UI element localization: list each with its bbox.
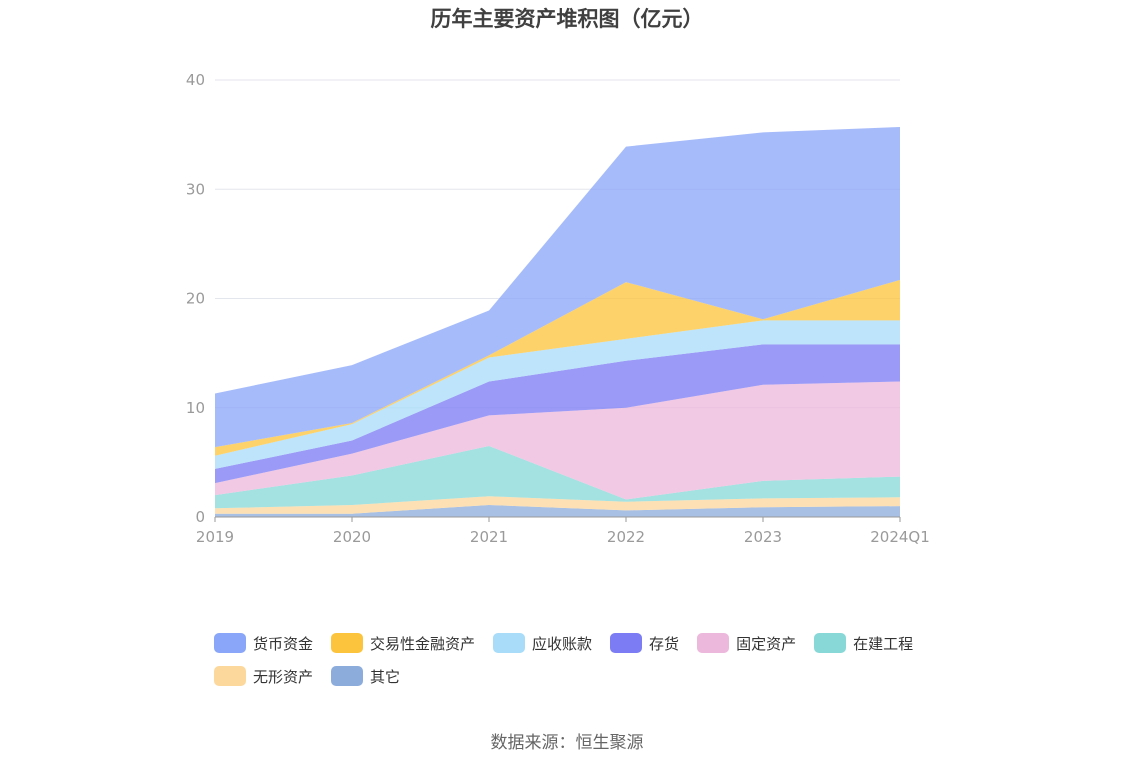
legend-item-7[interactable]: 其它 [331,665,400,687]
legend-item-1[interactable]: 交易性金融资产 [331,632,475,654]
area-series-0 [215,127,900,448]
y-tick-label: 30 [186,180,205,198]
y-tick-label: 40 [186,71,205,89]
legend-label: 交易性金融资产 [370,634,476,653]
area-series-6 [215,496,900,514]
legend-swatch [814,633,847,653]
legend-label: 货币资金 [253,634,314,653]
legend-label: 固定资产 [736,634,797,653]
x-axis: 2019 2020 2021 2022 2023 2024Q1 [196,516,930,546]
area-series-5 [215,446,900,509]
x-tick-label: 2021 [470,528,508,546]
legend-label: 应收账款 [532,634,593,653]
legend-label: 其它 [370,667,401,686]
legend-label: 无形资产 [253,667,314,686]
legend: 货币资金 交易性金融资产 应收账款 存货 固定资产 在建工程无形资产 其它 [214,632,954,698]
area-series-1 [215,279,900,456]
legend-item-2[interactable]: 应收账款 [493,632,592,654]
legend-item-3[interactable]: 存货 [610,632,679,654]
data-source-note: 数据来源：恒生聚源 [490,733,644,753]
plot-areas [215,127,900,517]
legend-swatch [214,666,246,686]
legend-swatch [697,633,730,653]
area-series-7 [215,505,900,517]
legend-swatch [610,633,643,653]
legend-swatch [331,633,364,653]
legend-swatch [214,633,246,653]
legend-item-5[interactable]: 在建工程 [814,632,913,654]
legend-item-0[interactable]: 货币资金 [214,632,313,654]
x-tick-label: 2019 [196,528,234,546]
y-tick-label: 0 [195,508,205,526]
y-tick-label: 20 [186,290,205,308]
x-tick-label: 2020 [333,528,371,546]
x-tick-label: 2024Q1 [870,528,930,546]
legend-label: 存货 [649,634,680,653]
area-series-3 [215,344,900,484]
y-tick-label: 10 [186,399,205,417]
y-axis: 0 10 20 30 40 [186,71,205,526]
x-tick-label: 2023 [744,528,782,546]
legend-item-6[interactable]: 无形资产 [214,665,313,687]
area-series-4 [215,381,900,500]
legend-item-4[interactable]: 固定资产 [697,632,796,654]
chart-title: 历年主要资产堆积图（亿元） [431,7,704,31]
legend-swatch [493,633,526,653]
x-tick-label: 2022 [607,528,645,546]
legend-label: 在建工程 [853,634,914,653]
area-series-2 [215,320,900,469]
legend-swatch [331,666,364,686]
